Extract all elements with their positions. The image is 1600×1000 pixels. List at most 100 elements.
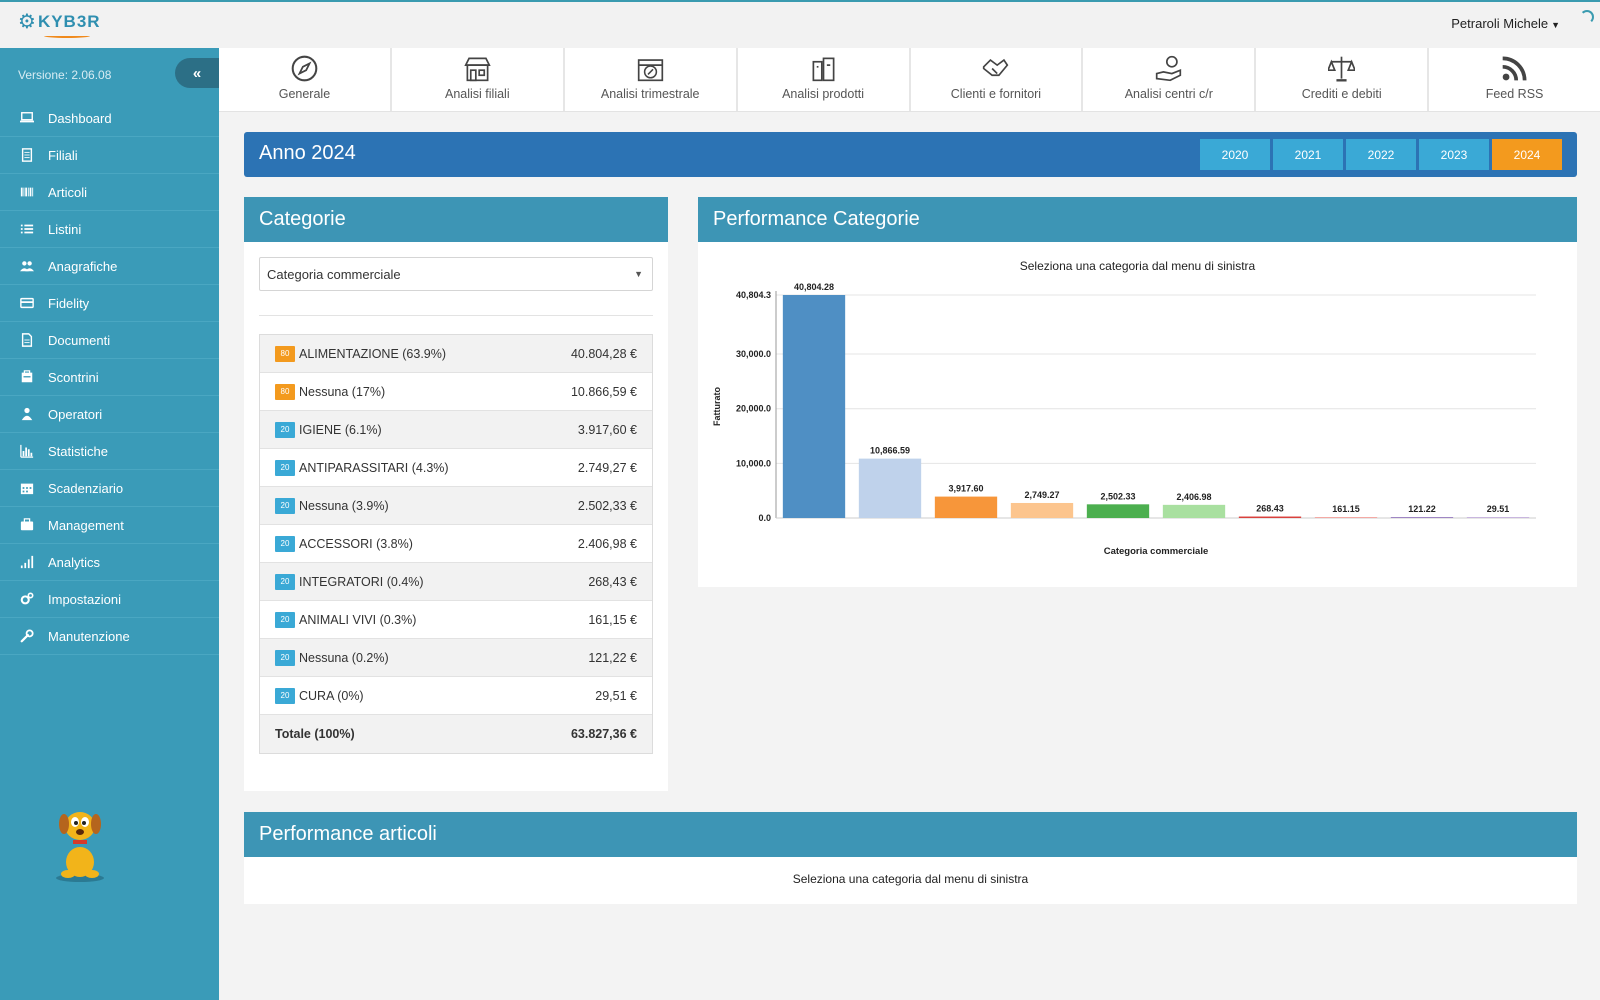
category-value: 40.804,28 € bbox=[570, 346, 637, 361]
user-menu[interactable]: Petraroli Michele ▼ bbox=[1451, 16, 1560, 31]
store-icon bbox=[464, 53, 491, 83]
year-button-2024[interactable]: 2024 bbox=[1492, 139, 1562, 170]
table-row[interactable]: 20 Nessuna (3.9%) 2.502,33 € bbox=[260, 487, 652, 525]
rss-icon bbox=[1501, 53, 1528, 83]
table-row[interactable]: 80 ALIMENTAZIONE (63.9%) 40.804,28 € bbox=[260, 335, 652, 373]
chart-bar[interactable] bbox=[1390, 517, 1454, 518]
chart-subtitle: Seleziona una categoria dal menu di sini… bbox=[1019, 259, 1256, 273]
tab-analisi-prodotti[interactable]: Analisi prodotti bbox=[738, 48, 911, 111]
sidebar-item-scadenziario[interactable]: Scadenziario bbox=[0, 470, 219, 507]
chart-bar[interactable] bbox=[1466, 517, 1530, 518]
chart-bar[interactable] bbox=[1314, 517, 1378, 518]
year-button-2022[interactable]: 2022 bbox=[1346, 139, 1416, 170]
category-badge: 20 bbox=[275, 497, 295, 514]
chart-bar[interactable] bbox=[858, 458, 922, 518]
category-badge: 20 bbox=[275, 649, 295, 666]
sidebar-item-impostazioni[interactable]: Impostazioni bbox=[0, 581, 219, 618]
tab-clienti-e-fornitori[interactable]: Clienti e fornitori bbox=[911, 48, 1084, 111]
chart-bar[interactable] bbox=[782, 295, 846, 518]
sidebar-item-statistiche[interactable]: Statistiche bbox=[0, 433, 219, 470]
credit-card-icon bbox=[18, 296, 36, 310]
table-row[interactable]: 20 CURA (0%) 29,51 € bbox=[260, 677, 652, 715]
calendar-icon bbox=[18, 481, 36, 495]
category-value: 121,22 € bbox=[588, 650, 637, 665]
sidebar-item-label: Listini bbox=[48, 221, 82, 237]
category-badge: 20 bbox=[275, 535, 295, 552]
table-row[interactable]: 20 Nessuna (0.2%) 121,22 € bbox=[260, 639, 652, 677]
file-icon bbox=[18, 333, 36, 347]
balance-scale-icon bbox=[1328, 53, 1356, 83]
briefcase-icon bbox=[18, 518, 36, 532]
sidebar-item-manutenzione[interactable]: Manutenzione bbox=[0, 618, 219, 655]
bar-value-label: 2,502.33 bbox=[1100, 491, 1135, 501]
sidebar-item-anagrafiche[interactable]: Anagrafiche bbox=[0, 248, 219, 285]
table-row[interactable]: 20 ANTIPARASSITARI (4.3%) 2.749,27 € bbox=[260, 449, 652, 487]
y-tick-label: 20,000.0 bbox=[736, 404, 771, 414]
sidebar-collapse-button[interactable]: « bbox=[175, 58, 219, 88]
sidebar-item-documenti[interactable]: Documenti bbox=[0, 322, 219, 359]
year-selector: 2020 2021 2022 2023 2024 bbox=[1200, 139, 1562, 170]
year-button-2020[interactable]: 2020 bbox=[1200, 139, 1270, 170]
category-value: 29,51 € bbox=[595, 688, 637, 703]
tab-analisi-centri-c-r[interactable]: Analisi centri c/r bbox=[1083, 48, 1257, 111]
document-icon bbox=[18, 148, 36, 162]
table-row[interactable]: 20 ACCESSORI (3.8%) 2.406,98 € bbox=[260, 525, 652, 563]
sidebar-item-label: Anagrafiche bbox=[48, 258, 118, 274]
chart-bar[interactable] bbox=[1010, 502, 1074, 518]
chart-bar[interactable] bbox=[1086, 504, 1150, 518]
sidebar-item-label: Documenti bbox=[48, 332, 111, 348]
bar-value-label: 3,917.60 bbox=[948, 484, 983, 494]
sidebar-item-scontrini[interactable]: Scontrini bbox=[0, 359, 219, 396]
sidebar-item-filiali[interactable]: Filiali bbox=[0, 137, 219, 174]
tab-feed-rss[interactable]: Feed RSS bbox=[1429, 48, 1600, 111]
sidebar-item-fidelity[interactable]: Fidelity bbox=[0, 285, 219, 322]
chart-bar[interactable] bbox=[1162, 504, 1226, 518]
tab-analisi-filiali[interactable]: Analisi filiali bbox=[392, 48, 565, 111]
y-tick-label: 30,000.0 bbox=[736, 349, 771, 359]
chart-bar[interactable] bbox=[934, 496, 998, 518]
sidebar-item-operatori[interactable]: Operatori bbox=[0, 396, 219, 433]
chart-bar[interactable] bbox=[1238, 516, 1302, 518]
sidebar-item-dashboard[interactable]: Dashboard bbox=[0, 100, 219, 137]
tab-label: Crediti e debiti bbox=[1301, 87, 1382, 101]
table-row[interactable]: 20 INTEGRATORI (0.4%) 268,43 € bbox=[260, 563, 652, 601]
sidebar-item-label: Operatori bbox=[48, 406, 103, 422]
category-badge: 20 bbox=[275, 687, 295, 704]
category-value: 161,15 € bbox=[588, 612, 637, 627]
logo-text: KYB3R bbox=[37, 12, 101, 31]
sidebar-item-label: Analytics bbox=[48, 554, 101, 570]
wrench-icon bbox=[18, 629, 36, 643]
bar-value-label: 161.15 bbox=[1332, 504, 1360, 514]
bar-value-label: 29.51 bbox=[1487, 504, 1510, 514]
tab-generale[interactable]: Generale bbox=[219, 48, 392, 111]
barcode-icon bbox=[18, 185, 36, 199]
handshake-icon bbox=[982, 53, 1009, 83]
tab-crediti-e-debiti[interactable]: Crediti e debiti bbox=[1256, 48, 1430, 111]
table-row[interactable]: 20 ANIMALI VIVI (0.3%) 161,15 € bbox=[260, 601, 652, 639]
cogs-icon bbox=[18, 592, 36, 606]
year-button-2023[interactable]: 2023 bbox=[1419, 139, 1489, 170]
category-badge: 20 bbox=[275, 459, 295, 476]
table-row[interactable]: 80 Nessuna (17%) 10.866,59 € bbox=[260, 373, 652, 411]
users-icon bbox=[18, 259, 36, 273]
bar-value-label: 2,749.27 bbox=[1024, 490, 1059, 500]
bar-value-label: 121.22 bbox=[1408, 504, 1436, 514]
year-title: Anno 2024 bbox=[259, 142, 356, 164]
category-type-select[interactable]: Categoria commerciale ▼ bbox=[259, 257, 653, 291]
table-row[interactable]: 20 IGIENE (6.1%) 3.917,60 € bbox=[260, 411, 652, 449]
sidebar-item-articoli[interactable]: Articoli bbox=[0, 174, 219, 211]
hand-coins-icon bbox=[1155, 53, 1182, 83]
year-button-2021[interactable]: 2021 bbox=[1273, 139, 1343, 170]
sidebar-item-label: Articoli bbox=[48, 184, 88, 200]
laptop-icon bbox=[18, 111, 36, 125]
tab-analisi-trimestrale[interactable]: Analisi trimestrale bbox=[565, 48, 738, 111]
divider bbox=[259, 315, 653, 316]
category-value: 268,43 € bbox=[588, 574, 637, 589]
sidebar-item-analytics[interactable]: Analytics bbox=[0, 544, 219, 581]
category-badge: 20 bbox=[275, 573, 295, 590]
sidebar-item-management[interactable]: Management bbox=[0, 507, 219, 544]
app-logo[interactable]: ⚙ KYB3R bbox=[18, 12, 101, 38]
sidebar-item-listini[interactable]: Listini bbox=[0, 211, 219, 248]
category-name: Nessuna (17%) bbox=[299, 384, 386, 399]
sidebar-item-label: Scadenziario bbox=[48, 480, 124, 496]
